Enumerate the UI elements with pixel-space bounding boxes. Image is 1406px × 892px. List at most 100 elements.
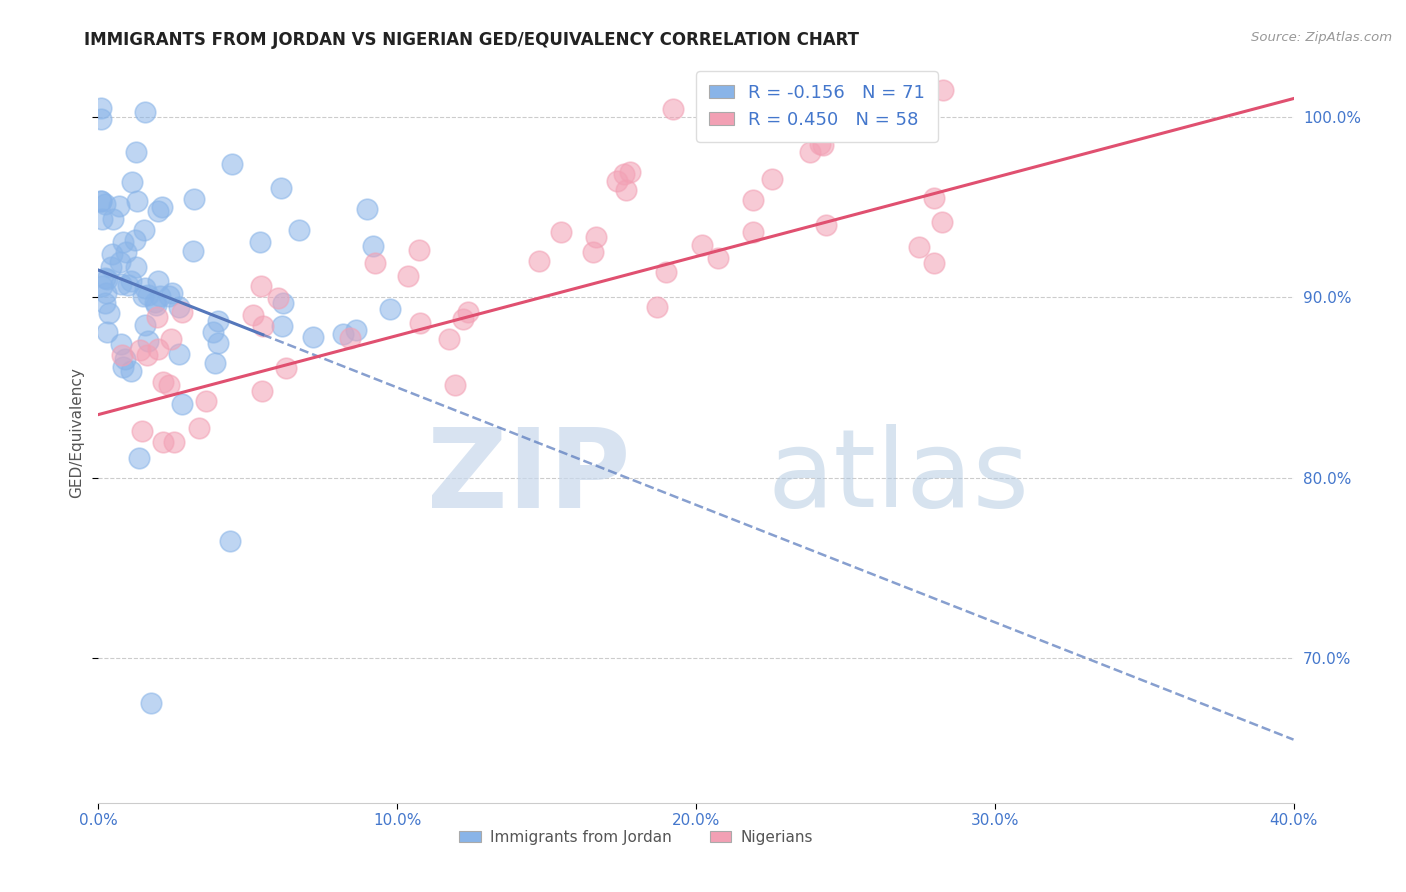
Point	[90, 101, 112, 115]
Point	[408, 243, 430, 257]
Text: IMMIGRANTS FROM JORDAN VS NIGERIAN GED/EQUIVALENCY CORRELATION CHART: IMMIGRANTS FROM JORDAN VS NIGERIAN GED/E…	[84, 31, 859, 49]
Point	[183, 192, 205, 206]
Point	[117, 278, 139, 293]
Point	[129, 343, 152, 358]
Point	[707, 251, 730, 265]
Point	[125, 145, 148, 159]
Point	[202, 325, 225, 339]
Point	[90, 112, 112, 127]
Point	[378, 302, 401, 317]
Point	[908, 239, 931, 253]
Point	[163, 434, 186, 449]
Point	[111, 348, 134, 362]
Point	[131, 424, 153, 438]
Point	[136, 334, 159, 348]
Point	[128, 450, 150, 465]
Point	[207, 336, 229, 351]
Point	[91, 279, 114, 293]
Point	[90, 194, 112, 209]
Y-axis label: GED/Equivalency: GED/Equivalency	[69, 368, 84, 498]
Point	[136, 348, 159, 362]
Point	[662, 102, 685, 116]
Point	[91, 211, 114, 226]
Point	[288, 223, 311, 237]
Point	[690, 238, 713, 252]
Point	[114, 351, 136, 366]
Point	[148, 289, 170, 303]
Point	[606, 174, 628, 188]
Point	[146, 274, 169, 288]
Point	[121, 175, 143, 189]
Point	[613, 167, 636, 181]
Point	[931, 215, 953, 229]
Point	[761, 172, 783, 186]
Text: ZIP: ZIP	[427, 424, 630, 531]
Point	[96, 325, 118, 339]
Point	[146, 310, 169, 325]
Point	[252, 384, 274, 398]
Point	[139, 697, 162, 711]
Point	[152, 375, 174, 389]
Point	[101, 247, 124, 261]
Point	[143, 294, 166, 309]
Point	[457, 305, 479, 319]
Point	[900, 82, 922, 96]
Point	[811, 138, 834, 153]
Point	[221, 157, 243, 171]
Point	[437, 333, 460, 347]
Text: atlas: atlas	[768, 424, 1029, 530]
Point	[832, 82, 855, 96]
Point	[655, 265, 678, 279]
Point	[120, 363, 142, 377]
Point	[120, 274, 142, 288]
Point	[582, 244, 605, 259]
Point	[409, 316, 432, 330]
Point	[276, 361, 298, 376]
Point	[136, 288, 159, 302]
Point	[346, 323, 368, 337]
Point	[932, 82, 955, 96]
Point	[172, 397, 194, 411]
Point	[808, 136, 831, 151]
Point	[108, 199, 131, 213]
Point	[302, 330, 325, 344]
Legend: Immigrants from Jordan, Nigerians: Immigrants from Jordan, Nigerians	[453, 823, 820, 851]
Point	[550, 225, 572, 239]
Point	[110, 254, 132, 268]
Point	[339, 331, 361, 345]
Point	[159, 332, 181, 346]
Point	[150, 200, 173, 214]
Point	[614, 183, 637, 197]
Text: Source: ZipAtlas.com: Source: ZipAtlas.com	[1251, 31, 1392, 45]
Point	[266, 291, 288, 305]
Point	[187, 421, 209, 435]
Point	[271, 295, 294, 310]
Point	[157, 289, 180, 303]
Point	[114, 245, 136, 260]
Point	[110, 337, 132, 351]
Point	[100, 260, 122, 274]
Point	[90, 194, 112, 208]
Point	[134, 318, 156, 332]
Point	[110, 277, 132, 291]
Point	[112, 359, 135, 374]
Point	[160, 286, 183, 301]
Point	[218, 533, 240, 548]
Point	[96, 271, 118, 285]
Point	[157, 377, 180, 392]
Point	[242, 308, 264, 322]
Point	[865, 103, 887, 118]
Point	[125, 194, 148, 208]
Point	[204, 356, 226, 370]
Point	[134, 281, 156, 295]
Point	[332, 326, 354, 341]
Point	[825, 82, 848, 96]
Point	[181, 244, 204, 258]
Point	[207, 314, 229, 328]
Point	[125, 260, 148, 275]
Point	[134, 104, 156, 119]
Point	[146, 204, 169, 219]
Point	[94, 271, 117, 285]
Point	[145, 298, 167, 312]
Point	[250, 279, 273, 293]
